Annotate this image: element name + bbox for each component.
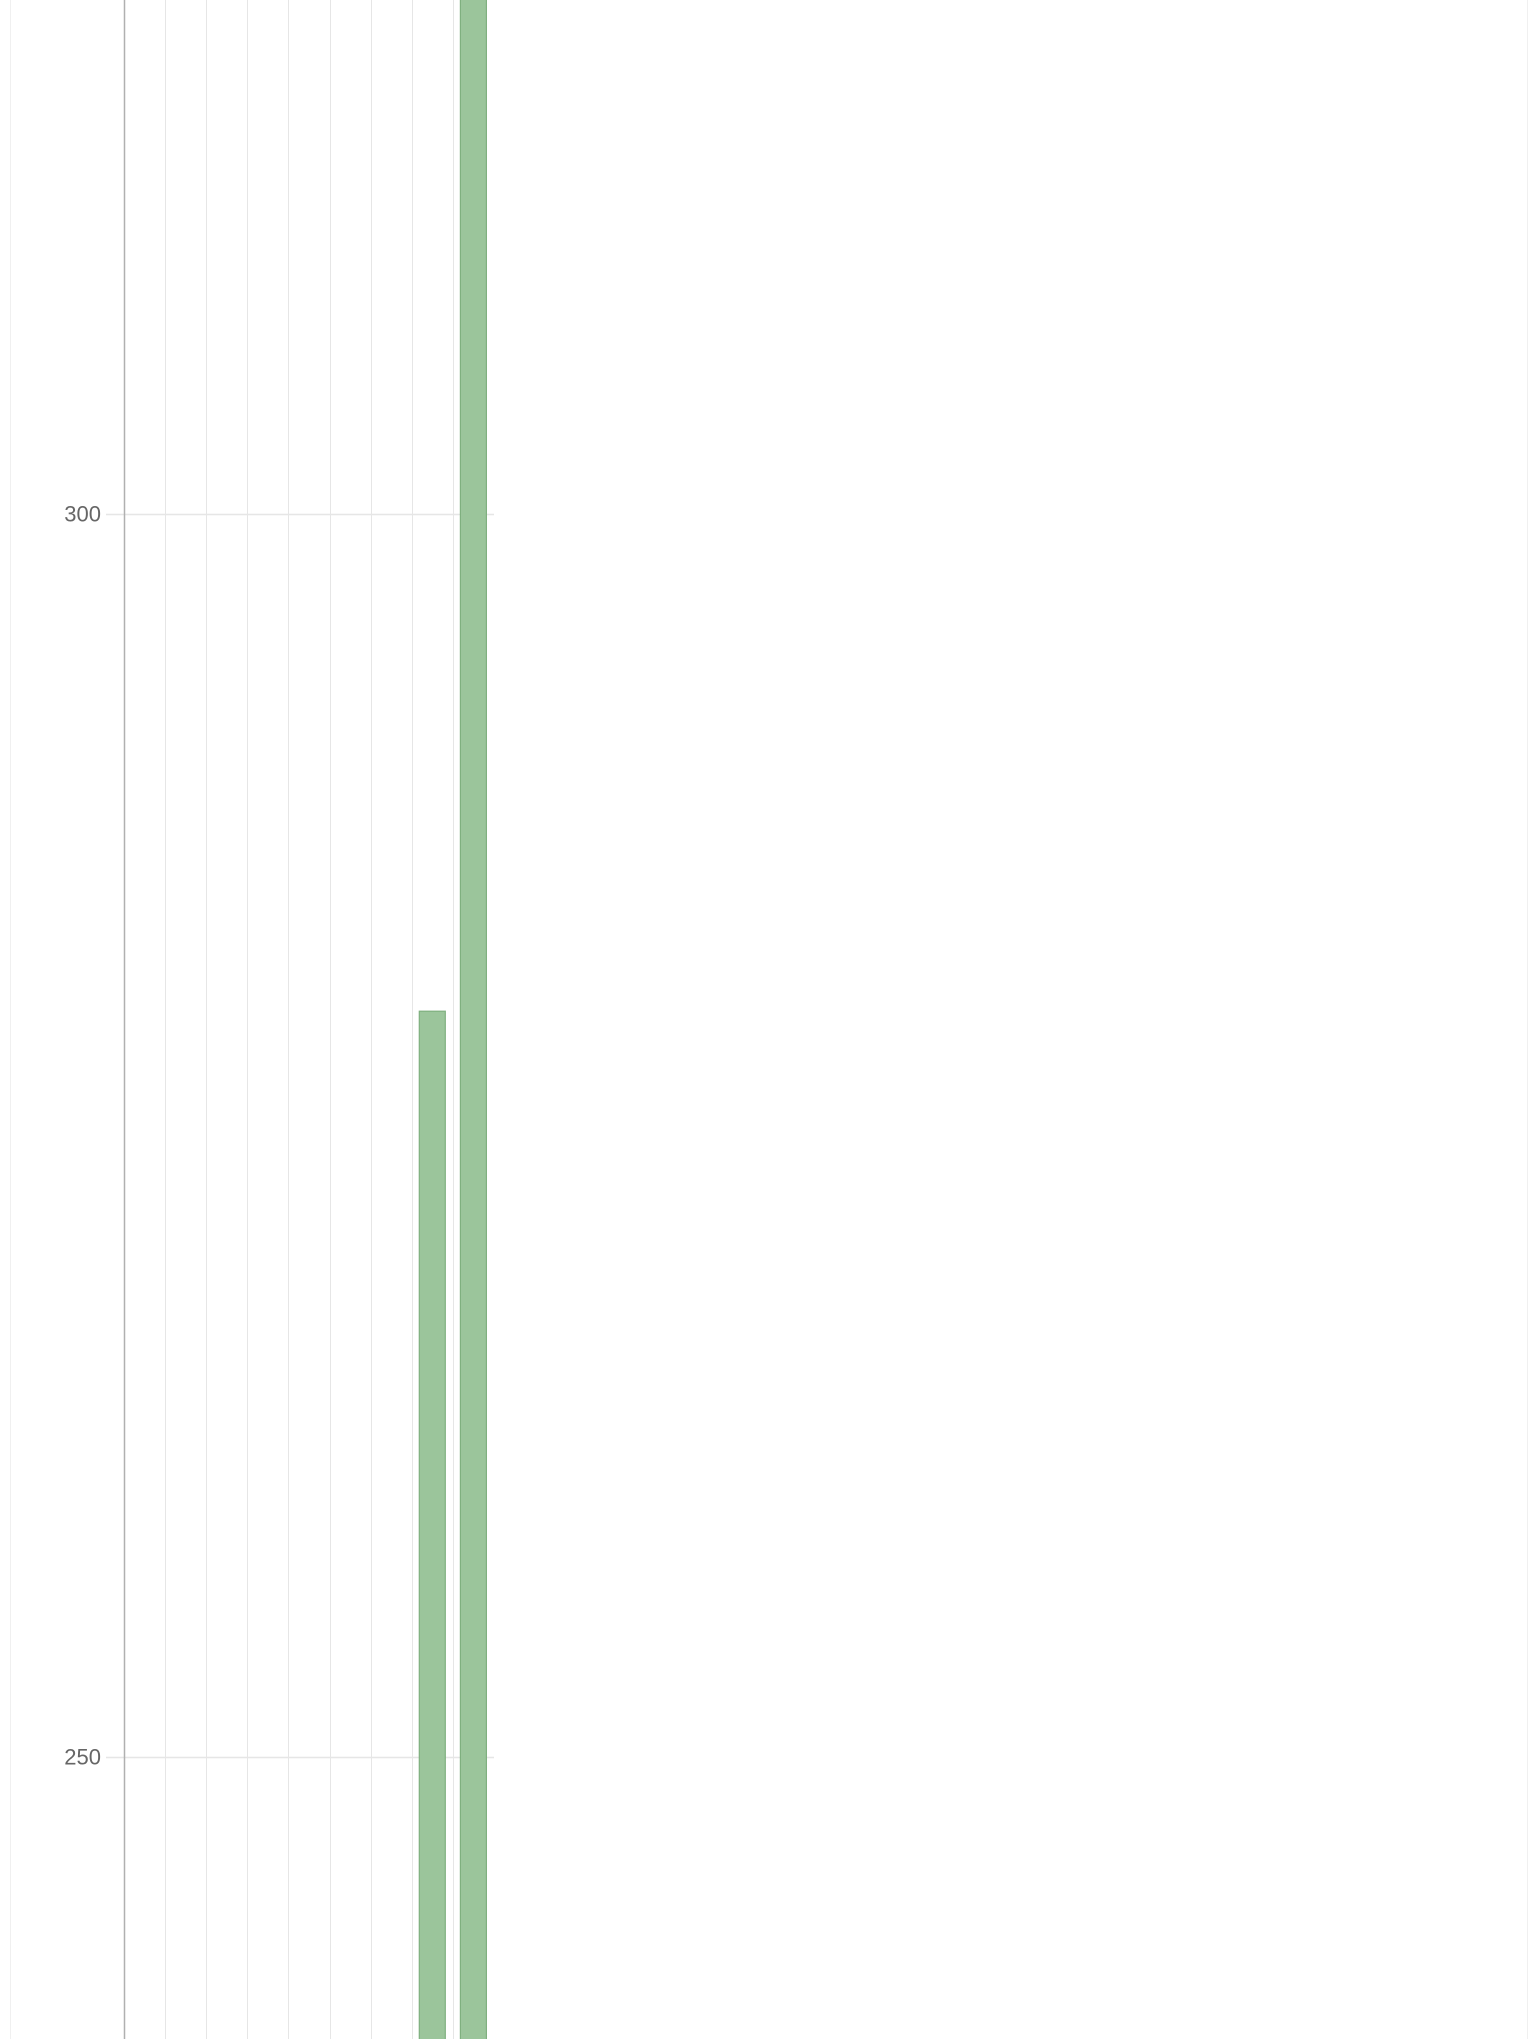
y-tick-label: 300 (64, 501, 101, 526)
bar (459, 0, 487, 2039)
y-tick-label: 250 (64, 1744, 101, 1769)
bar (418, 1010, 446, 2039)
bars (418, 0, 487, 2039)
gridlines (10, 0, 1528, 2039)
tick-labels: 250 300 (64, 501, 101, 1769)
